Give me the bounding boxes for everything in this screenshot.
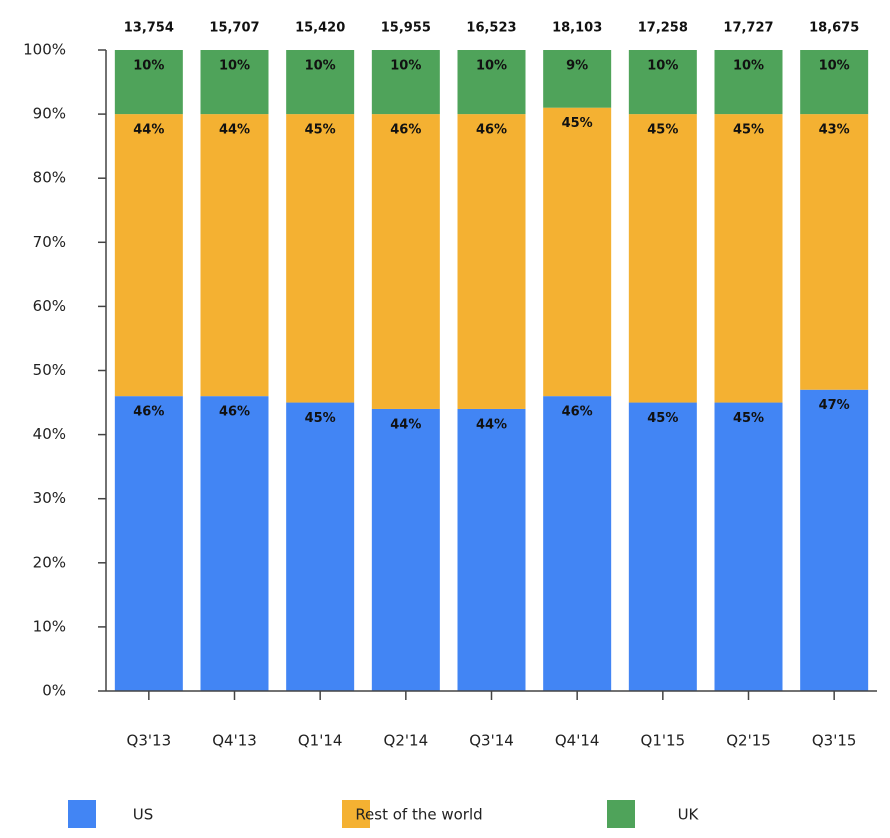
x-tick-label: Q1'15: [641, 732, 686, 750]
x-tick-label: Q3'14: [469, 732, 514, 750]
y-tick-label: 100%: [23, 41, 66, 59]
value-label: 46%: [476, 123, 507, 138]
bar-segment: [714, 50, 783, 115]
value-label: 45%: [733, 411, 764, 426]
value-label: 10%: [305, 59, 336, 74]
value-label: 44%: [390, 417, 421, 432]
x-tick-label: Q3'15: [812, 732, 857, 750]
bar-segment: [371, 408, 440, 691]
value-label: 45%: [562, 116, 593, 131]
bar-segment: [714, 114, 783, 403]
y-tick-label: 60%: [33, 297, 66, 315]
x-tick-label: Q1'14: [298, 732, 343, 750]
y-tick-label: 10%: [33, 617, 66, 635]
y-tick-label: 70%: [33, 233, 66, 251]
y-tick-label: 30%: [33, 489, 66, 507]
bar-segment: [200, 396, 269, 691]
x-tick-label: Q2'14: [384, 732, 429, 750]
total-label: 16,523: [466, 21, 516, 36]
value-label: 43%: [819, 123, 850, 138]
value-label: 45%: [305, 123, 336, 138]
bar-segment: [628, 114, 697, 403]
value-label: 46%: [133, 405, 164, 420]
bar-segment: [114, 50, 183, 115]
y-tick-label: 20%: [33, 553, 66, 571]
y-tick-label: 50%: [33, 361, 66, 379]
x-tick-label: Q4'13: [212, 732, 257, 750]
legend-swatch: [342, 800, 370, 828]
value-label: 10%: [133, 59, 164, 74]
bar-segment: [371, 50, 440, 115]
bar-segment: [714, 402, 783, 691]
bar-segment: [628, 50, 697, 115]
bar-segment: [371, 114, 440, 409]
value-label: 45%: [305, 411, 336, 426]
x-tick-label: Q2'15: [726, 732, 771, 750]
value-label: 10%: [476, 59, 507, 74]
bar-segment: [543, 107, 612, 397]
bar-segment: [628, 402, 697, 691]
y-tick-label: 0%: [42, 682, 66, 700]
legend-label: US: [133, 806, 154, 824]
value-label: 46%: [390, 123, 421, 138]
total-label: 15,420: [295, 21, 345, 36]
value-label: 44%: [476, 417, 507, 432]
y-tick-label: 80%: [33, 169, 66, 187]
value-label: 10%: [390, 59, 421, 74]
bar-segment: [800, 389, 869, 691]
value-label: 45%: [733, 123, 764, 138]
value-label: 46%: [562, 405, 593, 420]
legend-label: UK: [678, 806, 700, 824]
total-label: 15,955: [381, 21, 431, 36]
value-label: 46%: [219, 405, 250, 420]
x-tick-label: Q4'14: [555, 732, 600, 750]
total-label: 15,707: [209, 21, 259, 36]
bar-segment: [800, 114, 869, 390]
bar-segment: [543, 50, 612, 108]
bar-segment: [200, 50, 269, 115]
bar-segment: [114, 114, 183, 397]
x-tick-label: Q3'13: [127, 732, 172, 750]
bar-segment: [457, 114, 526, 409]
value-label: 44%: [133, 123, 164, 138]
value-label: 45%: [647, 411, 678, 426]
total-label: 17,727: [723, 21, 773, 36]
value-label: 10%: [733, 59, 764, 74]
value-label: 45%: [647, 123, 678, 138]
legend-label: Rest of the world: [355, 806, 482, 824]
bar-segment: [457, 50, 526, 115]
legend-swatch: [607, 800, 635, 828]
total-label: 18,103: [552, 21, 602, 36]
value-label: 10%: [819, 59, 850, 74]
legend-swatch: [68, 800, 96, 828]
bar-segment: [114, 396, 183, 691]
bar-segment: [286, 50, 355, 115]
total-label: 17,258: [638, 21, 688, 36]
value-label: 47%: [819, 398, 850, 413]
bar-segment: [543, 396, 612, 691]
y-tick-label: 40%: [33, 425, 66, 443]
total-label: 18,675: [809, 21, 859, 36]
value-label: 10%: [219, 59, 250, 74]
value-label: 10%: [647, 59, 678, 74]
bar-segment: [286, 114, 355, 403]
y-tick-label: 90%: [33, 105, 66, 123]
bar-segment: [200, 114, 269, 397]
bar-segment: [286, 402, 355, 691]
value-label: 9%: [566, 59, 588, 74]
bar-segment: [457, 408, 526, 691]
total-label: 13,754: [124, 21, 174, 36]
value-label: 44%: [219, 123, 250, 138]
bar-segment: [800, 50, 869, 115]
